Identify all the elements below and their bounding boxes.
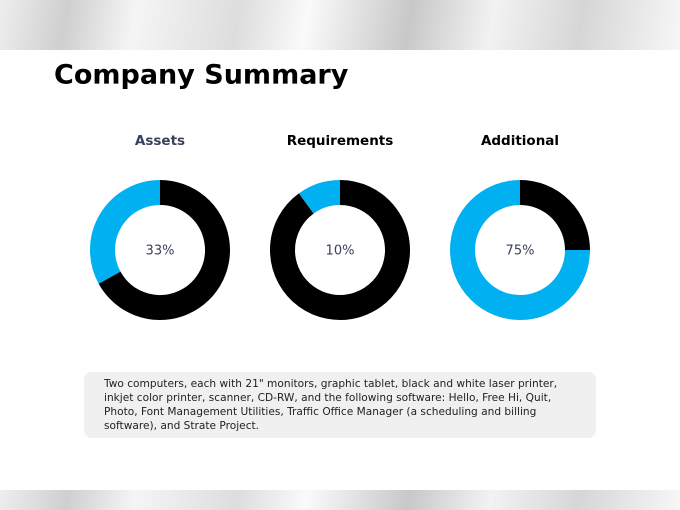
slide-title: Company Summary	[54, 60, 349, 91]
donut-segment	[298, 180, 341, 214]
donut-segment	[450, 180, 590, 320]
donut-segment	[519, 180, 590, 251]
marble-bottom	[0, 490, 680, 510]
value-label: 75%	[506, 244, 535, 259]
chart-title: Requirements	[287, 133, 394, 149]
description: Two computers, each with 21" monitors, g…	[84, 372, 596, 438]
value-label: 33%	[146, 244, 175, 259]
donut-segment	[270, 180, 410, 320]
chart-title: Additional	[481, 133, 559, 149]
donut-segment	[90, 180, 161, 284]
donut-segment	[98, 180, 230, 320]
value-label: 10%	[326, 244, 355, 259]
chart-title: Assets	[135, 133, 185, 149]
marble-top	[0, 0, 680, 50]
